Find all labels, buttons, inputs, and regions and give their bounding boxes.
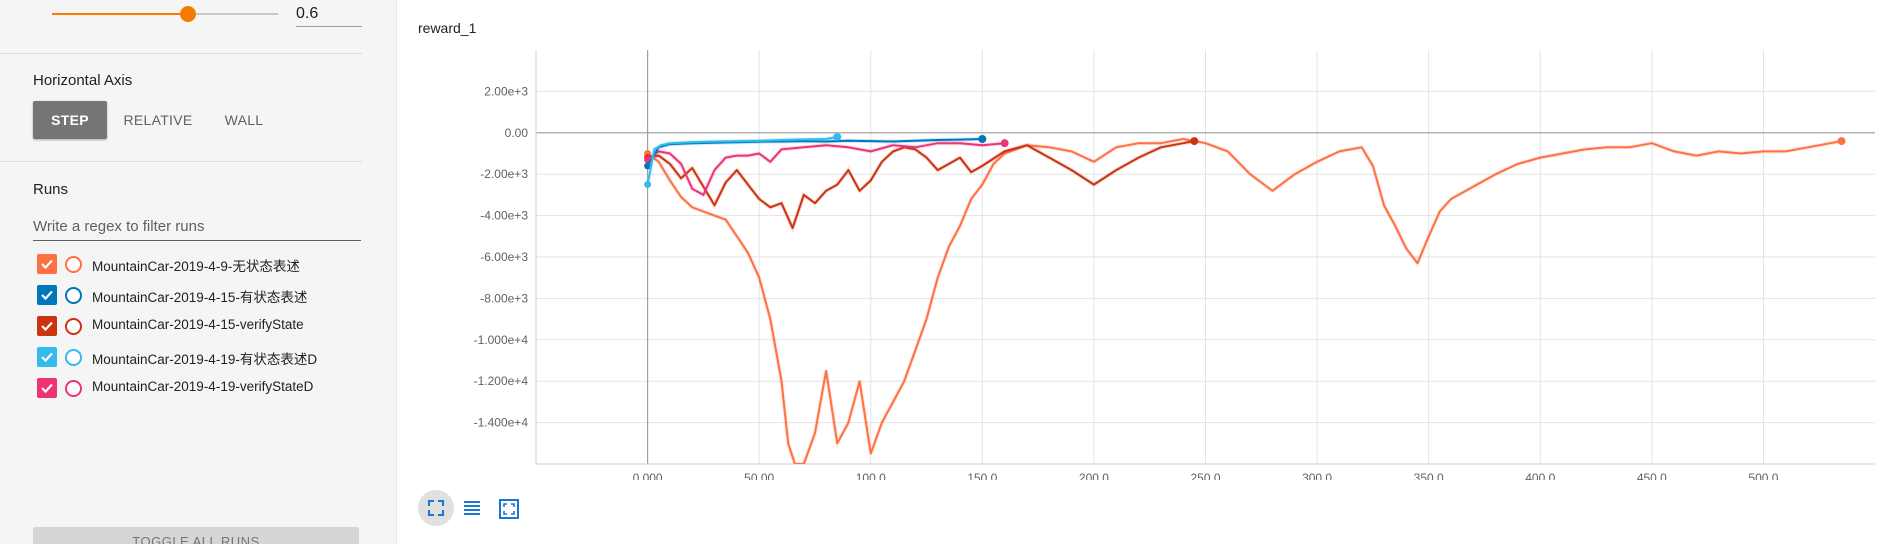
plot-area: [644, 132, 1846, 464]
fullscreen-button[interactable]: [418, 490, 454, 526]
run-item[interactable]: MountainCar-2019-4-9-无状态表述: [37, 253, 377, 275]
x-tick-label: 100.0: [856, 471, 886, 480]
run-label: MountainCar-2019-4-15-verifyState: [92, 317, 304, 332]
series-line: [647, 138, 1842, 464]
y-tick-label: -4.00e+3: [480, 209, 528, 223]
run-color-circle-icon[interactable]: [65, 287, 82, 304]
check-icon: [41, 383, 53, 394]
fullscreen-icon: [428, 500, 444, 516]
series-endpoint-marker: [978, 135, 987, 144]
run-label: MountainCar-2019-4-9-无状态表述: [92, 259, 300, 274]
axis-relative-button[interactable]: RELATIVE: [123, 112, 193, 128]
check-icon: [41, 290, 53, 301]
series-endpoint-marker: [1190, 137, 1199, 146]
run-item[interactable]: MountainCar-2019-4-15-verifyState: [37, 315, 377, 337]
sidebar: 0.6 Horizontal Axis STEP RELATIVE WALL R…: [0, 0, 397, 544]
chart-title: reward_1: [418, 20, 477, 36]
y-tick-label: -1.000e+4: [474, 333, 529, 347]
smoothing-slider-row: 0.6: [0, 0, 396, 40]
series-raw-line: [646, 141, 1005, 198]
y-tick-label: -2.00e+3: [480, 167, 528, 181]
run-label: MountainCar-2019-4-19-verifyStateD: [92, 379, 314, 394]
divider: [0, 161, 362, 162]
run-color-circle-icon[interactable]: [65, 349, 82, 366]
divider: [0, 53, 362, 54]
check-icon: [41, 259, 53, 270]
run-item[interactable]: MountainCar-2019-4-15-有状态表述: [37, 284, 377, 306]
run-checkbox[interactable]: [37, 378, 57, 398]
check-icon: [41, 352, 53, 363]
run-checkbox[interactable]: [37, 347, 57, 367]
y-tick-label: -8.00e+3: [480, 291, 528, 305]
series-endpoint-marker: [833, 132, 842, 141]
run-checkbox[interactable]: [37, 285, 57, 305]
toggle-all-runs-button[interactable]: TOGGLE ALL RUNS: [33, 527, 359, 544]
x-tick-label: 250.0: [1190, 471, 1220, 480]
runs-title: Runs: [33, 181, 69, 198]
x-tick-label: 300.0: [1302, 471, 1332, 480]
series-line: [646, 138, 983, 167]
axis-step-button[interactable]: STEP: [33, 101, 107, 139]
y-tick-label: -1.200e+4: [474, 374, 529, 388]
toggle-log-scale-button[interactable]: [454, 490, 490, 526]
horizontal-axis-title: Horizontal Axis: [33, 72, 133, 89]
smoothing-slider-fill: [52, 13, 188, 15]
x-tick-label: 350.0: [1414, 471, 1444, 480]
y-tick-label: 2.00e+3: [484, 84, 528, 98]
list-icon: [464, 501, 480, 515]
x-tick-label: 450.0: [1637, 471, 1667, 480]
smoothing-slider-knob[interactable]: [179, 6, 196, 22]
series-start-marker: [644, 181, 652, 189]
y-tick-label: 0.00: [505, 126, 529, 140]
fit-domain-icon: [499, 499, 519, 519]
smoothing-value-input[interactable]: 0.6: [296, 2, 362, 27]
run-color-circle-icon[interactable]: [65, 256, 82, 273]
x-tick-label: 400.0: [1525, 471, 1555, 480]
run-item[interactable]: MountainCar-2019-4-19-verifyStateD: [37, 377, 377, 399]
run-label: MountainCar-2019-4-15-有状态表述: [92, 290, 308, 305]
run-color-circle-icon[interactable]: [65, 318, 82, 335]
series-endpoint-marker: [1000, 139, 1009, 148]
y-tick-label: -1.400e+4: [474, 416, 529, 430]
runs-filter-input[interactable]: [33, 212, 361, 241]
x-tick-label: 150.0: [967, 471, 997, 480]
run-checkbox[interactable]: [37, 316, 57, 336]
run-item[interactable]: MountainCar-2019-4-19-有状态表述D: [37, 346, 377, 368]
fit-domain-button[interactable]: [490, 490, 526, 526]
x-tick-label: 0.000: [633, 471, 663, 480]
series-line: [647, 140, 1195, 229]
run-label: MountainCar-2019-4-19-有状态表述D: [92, 352, 318, 367]
series-line: [647, 142, 1005, 196]
series-start-marker: [644, 162, 652, 170]
axis-wall-button[interactable]: WALL: [224, 112, 264, 128]
run-checkbox[interactable]: [37, 254, 57, 274]
x-tick-label: 50.00: [744, 471, 774, 480]
x-tick-label: 200.0: [1079, 471, 1109, 480]
series-raw-line: [646, 136, 1842, 464]
x-tick-label: 500.0: [1748, 471, 1778, 480]
series-endpoint-marker: [1837, 137, 1846, 146]
check-icon: [41, 321, 53, 332]
y-tick-label: -6.00e+3: [480, 250, 528, 264]
series-line: [646, 135, 838, 185]
smoothing-slider[interactable]: [52, 13, 278, 15]
reward-chart: 0.000 50.00 100.0 150.0 200.0 250.0 300.0 350.0…: [474, 50, 1875, 480]
run-color-circle-icon[interactable]: [65, 380, 82, 397]
